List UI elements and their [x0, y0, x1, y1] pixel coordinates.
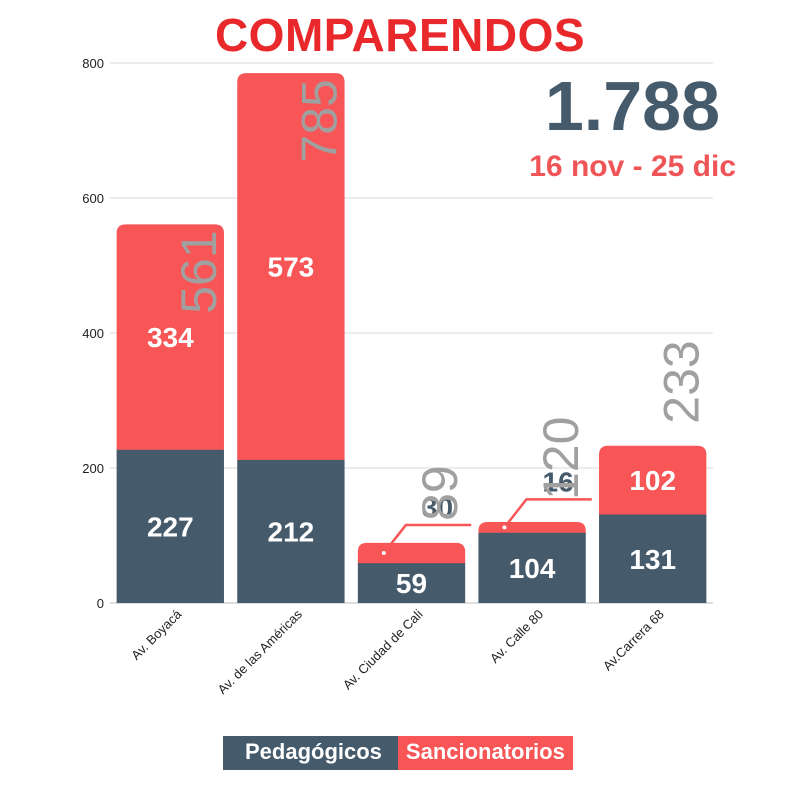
legend-item-pedagogicos: Pedagógicos	[223, 736, 398, 770]
callout-line	[382, 523, 472, 554]
x-category-label: Av. Ciudad de Cali	[340, 606, 426, 692]
bar-pedagogicos	[478, 532, 586, 603]
legend-item-sancionatorios: Sancionatorios	[397, 736, 573, 770]
bar-sancionatorios	[599, 445, 707, 516]
data-label-pedagogicos: 59	[396, 568, 427, 599]
y-tick-label: 200	[82, 461, 104, 476]
date-range: 16 nov - 25 dic	[529, 150, 736, 183]
y-tick-label: 600	[82, 191, 104, 206]
callout-line	[503, 498, 592, 529]
total-label: 233	[653, 340, 709, 423]
chart-title: COMPARENDOS	[214, 9, 586, 61]
y-tick-label: 800	[82, 56, 104, 71]
bar-sancionatorios	[116, 224, 224, 451]
callout-dot	[500, 523, 509, 532]
bar-sancionatorios	[357, 542, 466, 565]
legend: Pedagógicos Sancionatorios	[223, 736, 573, 770]
total-label: 561	[171, 230, 227, 313]
callout-dot	[379, 549, 388, 558]
y-tick-label: 0	[97, 596, 104, 611]
data-label-sancionatorios: 30	[422, 492, 453, 523]
x-category-label: Av.Carrera 68	[600, 607, 667, 674]
total-label: 89	[412, 465, 468, 521]
y-tick-label: 400	[82, 326, 104, 341]
bar-pedagogicos	[237, 459, 345, 603]
total-label: 785	[292, 79, 348, 162]
x-category-label: Av. Calle 80	[487, 607, 546, 666]
data-label-pedagogicos: 131	[629, 544, 676, 575]
total-label: 120	[533, 417, 589, 500]
data-label-sancionatorios: 573	[268, 252, 315, 283]
x-category-label: Av. de las Américas	[215, 606, 306, 697]
data-label-pedagogicos: 104	[509, 553, 556, 584]
data-label-pedagogicos: 212	[268, 516, 315, 547]
data-label-sancionatorios: 334	[147, 322, 194, 353]
x-category-label: Av. Boyacá	[128, 606, 185, 663]
bar-pedagogicos	[357, 563, 466, 603]
data-label-sancionatorios: 16	[543, 466, 574, 497]
data-label-sancionatorios: 102	[629, 465, 676, 496]
total-count: 1.788	[544, 67, 720, 145]
bar-pedagogicos	[599, 514, 707, 603]
bar-pedagogicos	[116, 449, 224, 603]
data-label-pedagogicos: 227	[147, 511, 194, 542]
bar-sancionatorios	[478, 522, 586, 534]
bar-sancionatorios	[237, 73, 345, 461]
